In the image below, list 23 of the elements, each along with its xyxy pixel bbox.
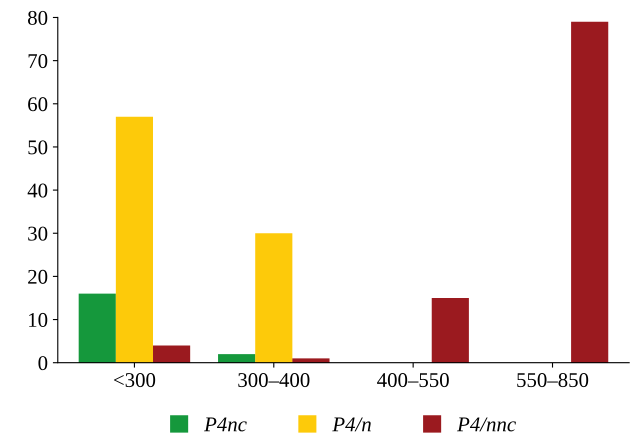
- x-tick-label: 400–550: [377, 373, 449, 388]
- legend-label: P4/n: [332, 417, 371, 432]
- x-tick-label: <300: [114, 373, 156, 388]
- bar: [255, 233, 292, 363]
- y-tick-label: 20: [28, 270, 48, 284]
- bar: [153, 345, 190, 363]
- bar: [571, 22, 608, 363]
- legend-label: P4/nnc: [457, 417, 516, 432]
- bar: [218, 354, 256, 363]
- x-tick-label: 300–400: [238, 373, 310, 388]
- y-tick-label: 50: [28, 140, 48, 154]
- y-tick-label: 0: [38, 356, 48, 370]
- y-tick-label: 40: [28, 183, 48, 198]
- y-tick-label: 70: [28, 54, 48, 68]
- y-tick-label: 10: [29, 312, 48, 327]
- bar: [78, 294, 116, 363]
- y-tick-label: 80: [28, 10, 48, 25]
- legend-label: P4nc: [204, 417, 247, 432]
- y-tick-label: 30: [28, 226, 48, 241]
- x-tick-label: 550–850: [517, 373, 588, 388]
- bar: [116, 116, 154, 363]
- y-tick-label: 60: [28, 97, 48, 112]
- bar: [432, 298, 469, 363]
